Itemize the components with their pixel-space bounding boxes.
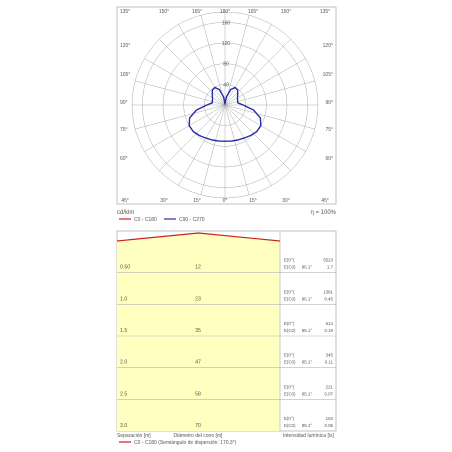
row-ec-angle: 85.1°: [302, 265, 313, 270]
row-e0-label: E(0°): [284, 353, 295, 358]
row-distance: 1.5: [120, 328, 127, 334]
cone-fill: [117, 233, 280, 431]
xlabel-separation: Separación [m]: [117, 433, 151, 439]
cone-row: 1.0 23 E(0°) 1381 E(C0) 85.1° 0.45: [117, 289, 336, 305]
angle-label-top: 135°: [120, 9, 130, 15]
angle-label-bottom: 30°: [282, 198, 290, 204]
polar-curves: [188, 86, 262, 142]
cone-row: 2.5 58 E(0°) 221 E(C0) 85.1° 0.07: [117, 384, 336, 400]
angle-label-bottom: 15°: [193, 198, 201, 204]
row-ec-angle: 85.1°: [302, 296, 313, 301]
row-ec-label: E(C0): [284, 423, 296, 428]
row-e0-value: 1381: [323, 289, 333, 294]
angle-label-right: 120°: [323, 43, 333, 49]
cone-angle-label: C0 - C180 (Semiángulo de dispersión: 170…: [134, 440, 237, 446]
angle-label-left: 120°: [120, 43, 130, 49]
angle-label-top: 165°: [192, 9, 202, 15]
angle-label-left: 90°: [120, 100, 128, 106]
angle-label-bottom: 0°: [223, 198, 228, 204]
row-ec-value: 0.19: [324, 328, 333, 333]
angle-label-bottom: 45°: [121, 198, 129, 204]
row-distance: 2.0: [120, 360, 127, 366]
row-e0-value: 345: [326, 353, 334, 358]
row-ec-label: E(C0): [284, 360, 296, 365]
angle-label-top: 135°: [320, 9, 330, 15]
row-ec-angle: 85.1°: [302, 391, 313, 396]
angle-label-left: 75°: [120, 127, 128, 133]
row-ec-angle: 85.1°: [302, 328, 313, 333]
row-e0-value: 221: [326, 384, 334, 389]
row-e0-label: E(0°): [284, 384, 295, 389]
row-distance: 0.50: [120, 265, 130, 271]
row-e0-label: E(0°): [284, 321, 295, 326]
row-diameter: 58: [195, 391, 201, 397]
row-diameter: 12: [195, 265, 201, 271]
angle-label-top: 180°: [220, 9, 230, 15]
row-diameter: 70: [195, 423, 201, 429]
row-ec-angle: 85.1°: [302, 423, 313, 428]
row-ec-label: E(C0): [284, 328, 296, 333]
row-e0-value: 153: [326, 416, 334, 421]
row-ec-value: 1.7: [327, 265, 334, 270]
row-distance: 3.0: [120, 423, 127, 429]
angle-label-bottom: 45°: [321, 198, 329, 204]
polar-frame: [116, 6, 337, 205]
row-e0-value: 5523: [323, 258, 333, 263]
angle-label-left: 105°: [120, 72, 130, 78]
row-diameter: 47: [195, 360, 201, 366]
polar-chart: 40 80 120 160 135° 150° 165° 180° 165° 150° 135° 45…: [116, 6, 337, 223]
angle-label-right: 75°: [325, 127, 333, 133]
efficiency-label: η = 100%: [310, 210, 336, 216]
xlabel-diameter: Diámetro del cono [m]: [174, 433, 224, 439]
radial-tick-label: 120: [222, 41, 231, 47]
cone-row: 2.0 47 E(0°) 345 E(C0) 85.1° 0.11: [117, 353, 336, 368]
polar-labels: 40 80 120 160 135° 150° 165° 180° 165° 150° 135° 45…: [120, 9, 333, 204]
angle-label-top: 150°: [281, 9, 291, 15]
row-e0-value: 614: [326, 321, 334, 326]
polar-spoke: [200, 15, 250, 195]
legend-label-c0: C0 - C180: [134, 217, 157, 223]
row-ec-value: 0.07: [324, 391, 333, 396]
row-ec-label: E(C0): [284, 391, 296, 396]
row-ec-angle: 85.1°: [302, 360, 313, 365]
row-distance: 2.5: [120, 391, 127, 397]
row-e0-label: E(0°): [284, 258, 295, 263]
row-e0-label: E(0°): [284, 416, 295, 421]
cone-edge: [116, 232, 281, 242]
polar-grid: [116, 6, 337, 205]
angle-label-top: 150°: [159, 9, 169, 15]
row-ec-label: E(C0): [284, 296, 296, 301]
cone-area: [116, 230, 337, 432]
xlabel-intensity: Intensidad lumínica [lx]: [283, 433, 334, 439]
row-ec-value: 0.11: [325, 360, 334, 365]
legend-label-c90: C90 - C270: [179, 217, 205, 223]
unit-label: cd/klm: [117, 210, 134, 216]
row-ec-value: 0.05: [324, 423, 333, 428]
radial-tick-label: 40: [223, 82, 229, 88]
row-diameter: 35: [195, 328, 201, 334]
radial-tick-label: 160: [222, 20, 231, 26]
polar-curve-series-1: [188, 86, 262, 142]
cone-row: 3.0 70 E(0°) 153 E(C0) 85.1° 0.05: [120, 416, 334, 429]
angle-label-right: 90°: [325, 100, 333, 106]
row-diameter: 23: [195, 296, 201, 302]
row-ec-label: E(C0): [284, 265, 296, 270]
angle-label-right: 105°: [323, 72, 333, 78]
radial-tick-label: 80: [223, 62, 229, 68]
row-e0-label: E(0°): [284, 289, 295, 294]
angle-label-left: 60°: [120, 156, 128, 162]
cone-rows: 0.50 12 E(0°) 5523 E(C0) 85.1° 1.7 1.0 23 E(0°) 13…: [117, 258, 336, 429]
angle-label-top: 165°: [248, 9, 258, 15]
cone-row: 1.5 35 E(0°) 614 E(C0) 85.1° 0.19: [117, 321, 336, 337]
angle-label-bottom: 15°: [249, 198, 257, 204]
angle-label-right: 60°: [325, 156, 333, 162]
row-distance: 1.0: [120, 296, 127, 302]
cone-row: 0.50 12 E(0°) 5523 E(C0) 85.1° 1.7: [117, 258, 336, 273]
angle-label-bottom: 30°: [160, 198, 168, 204]
row-ec-value: 0.45: [324, 296, 333, 301]
